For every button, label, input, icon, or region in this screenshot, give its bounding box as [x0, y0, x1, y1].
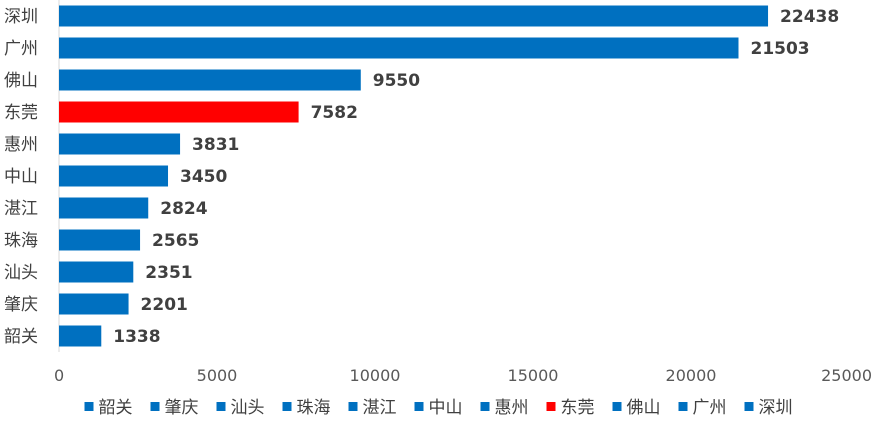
legend-label: 东莞 — [561, 398, 595, 418]
legend-label: 中山 — [429, 398, 463, 418]
category-label: 惠州 — [4, 135, 38, 155]
category-label: 深圳 — [4, 7, 38, 27]
legend-swatch — [612, 402, 622, 411]
x-tick-label: 20000 — [666, 366, 717, 385]
legend-label: 韶关 — [99, 398, 133, 418]
legend-swatch — [744, 402, 754, 411]
bar — [59, 325, 102, 347]
legend-label: 深圳 — [759, 398, 793, 418]
bar — [59, 261, 134, 283]
data-label: 2351 — [145, 263, 192, 283]
data-label: 7582 — [311, 103, 358, 123]
data-label: 3450 — [180, 167, 227, 187]
legend-swatch — [678, 402, 688, 411]
x-tick-label: 15000 — [508, 366, 559, 385]
category-label: 汕头 — [4, 263, 38, 283]
category-label: 肇庆 — [4, 295, 38, 315]
category-label: 韶关 — [4, 327, 38, 347]
legend-label: 佛山 — [627, 398, 661, 418]
data-label: 2824 — [160, 199, 207, 219]
legend-label: 汕头 — [231, 398, 265, 418]
data-label: 2565 — [152, 231, 199, 251]
category-label: 湛江 — [4, 199, 38, 219]
bar — [59, 229, 141, 251]
legend-label: 肇庆 — [165, 398, 199, 418]
bar — [59, 197, 149, 219]
legend: 韶关 肇庆 汕头 珠海 湛江 中山 惠州 东莞 佛山 广州 深圳 — [84, 398, 793, 418]
legend-swatch — [546, 402, 556, 411]
legend-swatch — [150, 402, 160, 411]
data-label: 21503 — [750, 39, 809, 59]
x-tick-label: 25000 — [821, 366, 872, 385]
legend-label: 湛江 — [363, 398, 397, 418]
category-label: 珠海 — [4, 231, 38, 251]
legend-label: 广州 — [693, 398, 727, 418]
data-label: 1338 — [113, 327, 160, 347]
legend-label: 惠州 — [495, 398, 529, 418]
category-label: 广州 — [4, 39, 38, 59]
bar — [59, 5, 769, 27]
category-label: 中山 — [4, 167, 38, 187]
legend-swatch — [480, 402, 490, 411]
legend-label: 珠海 — [297, 398, 331, 418]
legend-swatch — [348, 402, 358, 411]
data-label: 3831 — [192, 135, 239, 155]
data-label: 22438 — [780, 7, 839, 27]
bar — [59, 101, 299, 123]
category-label: 东莞 — [4, 103, 38, 123]
bar — [59, 69, 361, 91]
legend-swatch — [414, 402, 424, 411]
x-tick-label: 5000 — [197, 366, 238, 385]
legend-swatch — [282, 402, 292, 411]
data-label: 2201 — [141, 295, 188, 315]
data-label: 9550 — [373, 71, 420, 91]
legend-swatch — [84, 402, 94, 411]
legend-swatch — [216, 402, 226, 411]
x-tick-label: 10000 — [350, 366, 401, 385]
bar — [59, 133, 181, 155]
bar — [59, 37, 739, 59]
bar — [59, 165, 169, 187]
x-tick-label: 0 — [54, 366, 64, 385]
bar — [59, 293, 129, 315]
category-label: 佛山 — [4, 71, 38, 91]
